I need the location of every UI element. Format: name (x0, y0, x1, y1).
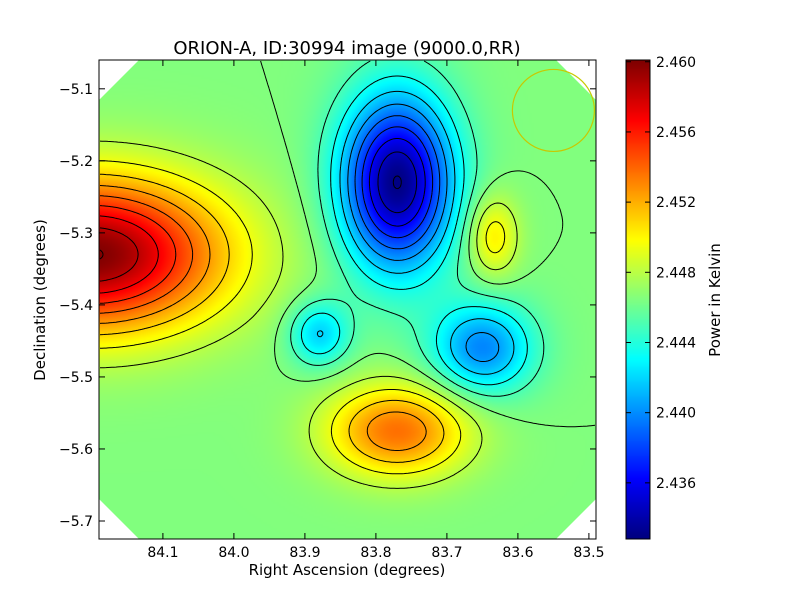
colorbar-tick-label: 2.448 (656, 265, 696, 281)
y-tick-label: −5.2 (59, 154, 93, 170)
y-tick-label: −5.1 (59, 82, 93, 98)
y-tick-label: −5.3 (59, 226, 93, 242)
chart-title: ORION-A, ID:30994 image (9000.0,RR) (173, 38, 520, 59)
x-tick-label: 83.7 (431, 545, 462, 561)
colorbar-tick-label: 2.444 (656, 335, 696, 351)
contour-line (99, 205, 177, 304)
y-tick-label: −5.4 (59, 298, 93, 314)
colorbar-gradient (626, 60, 650, 539)
contour-line (368, 138, 426, 227)
x-tick-label: 84.1 (147, 545, 178, 561)
contour-line (99, 195, 194, 314)
contour-line (99, 227, 139, 282)
colorbar-frame (625, 59, 651, 540)
x-axis-label: Right Ascension (degrees) (249, 561, 446, 579)
colorbar-tick-label: 2.460 (656, 55, 696, 71)
contour-line (99, 173, 445, 463)
x-tick-label: 83.9 (289, 545, 320, 561)
beam-circle (511, 68, 596, 153)
contour-line (377, 151, 418, 214)
y-axis-ticks: −5.1 −5.2 −5.3 −5.4 −5.5 −5.6 −5.7 (59, 82, 596, 530)
colorbar-label: Power in Kelvin (706, 243, 724, 357)
contour-line (347, 103, 500, 362)
contour-line (290, 60, 545, 397)
colorbar-tick-label: 2.452 (656, 195, 696, 211)
y-tick-label: −5.7 (59, 514, 93, 530)
x-axis-ticks: 84.1 84.0 83.9 83.8 83.7 83.6 83.5 (147, 60, 604, 561)
y-tick-label: −5.5 (59, 370, 93, 386)
colorbar-tick-label: 2.456 (656, 125, 696, 141)
contour-line (99, 140, 518, 489)
x-tick-label: 83.5 (573, 545, 604, 561)
x-tick-label: 83.6 (502, 545, 533, 561)
y-axis-label: Declination (degrees) (31, 219, 49, 381)
colorbar-tick-label: 2.436 (656, 476, 696, 492)
plot-frame (98, 59, 597, 540)
x-tick-label: 83.8 (360, 545, 391, 561)
contour-line (99, 249, 104, 260)
contour-line (361, 126, 434, 239)
contour-line (99, 185, 427, 451)
y-tick-label: −5.6 (59, 442, 93, 458)
contour-line (392, 175, 402, 190)
contour-line (99, 215, 159, 294)
contour-line (300, 75, 528, 386)
colorbar-ticks: 2.436 2.440 2.444 2.448 2.452 2.456 2.460 (626, 55, 696, 492)
heatmap-image (99, 60, 596, 539)
colorbar-tick-label: 2.440 (656, 406, 696, 422)
x-tick-label: 84.0 (218, 545, 249, 561)
contour-line (316, 90, 515, 375)
contour-line (354, 115, 441, 250)
contour-line (260, 60, 596, 428)
contour-lines (99, 60, 596, 489)
